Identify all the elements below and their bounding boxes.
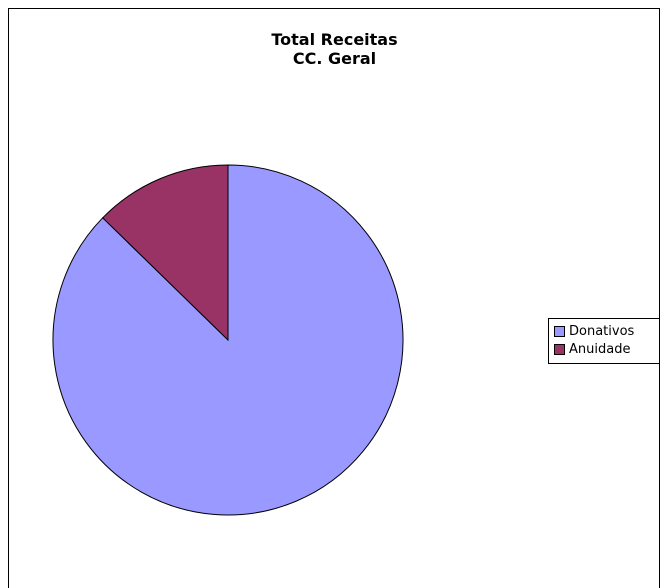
legend-label-anuidade: Anuidade <box>569 341 631 357</box>
chart-title-line-1: Total Receitas <box>271 30 398 49</box>
legend-item-donativos: Donativos <box>554 322 659 340</box>
pie-slice-anuidade <box>102 164 229 342</box>
legend-swatch-donativos <box>554 325 565 337</box>
chart-legend: Donativos Anuidade <box>548 318 660 364</box>
legend-label-donativos: Donativos <box>569 323 635 339</box>
legend-item-anuidade: Anuidade <box>554 340 659 358</box>
legend-swatch-anuidade <box>554 343 565 355</box>
chart-title: Total Receitas CC. Geral <box>0 30 669 68</box>
chart-title-line-2: CC. Geral <box>292 49 377 68</box>
